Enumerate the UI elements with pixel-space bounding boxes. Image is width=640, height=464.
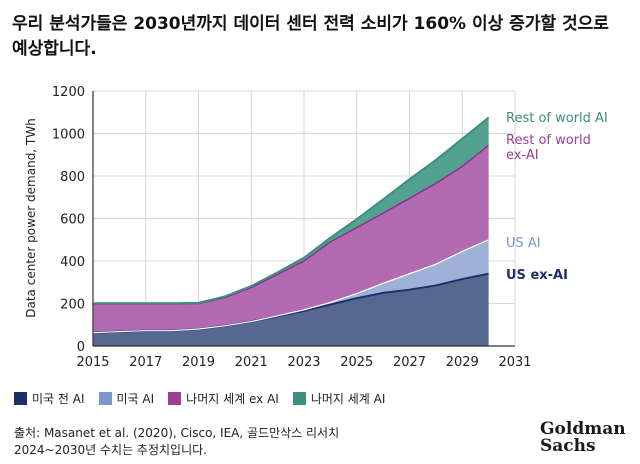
legend-label: 나머지 세계 ex AI xyxy=(186,392,279,406)
x-tick-label: 2021 xyxy=(235,355,268,370)
legend-label: 미국 전 AI xyxy=(32,392,85,406)
axes xyxy=(92,91,515,347)
goldman-sachs-logo: Goldman Sachs xyxy=(540,421,626,455)
legend: 미국 전 AI 미국 AI 나머지 세계 ex AI 나머지 세계 AI xyxy=(14,390,385,407)
logo-line-1: Goldman xyxy=(540,419,626,439)
estimate-note: 2024~2030년 수치는 추정치입니다. xyxy=(14,443,207,457)
y-tick-label: 400 xyxy=(60,255,85,270)
legend-item-us-ex-ai: 미국 전 AI xyxy=(14,390,85,407)
source-line: 출처: Masanet et al. (2020), Cisco, IEA, 골… xyxy=(14,426,340,440)
area-series xyxy=(92,116,490,346)
x-tick-label: 2015 xyxy=(76,355,109,370)
y-tick-label: 0 xyxy=(77,340,85,355)
annotation-us-ex-ai: US ex-AI xyxy=(506,268,568,283)
source-note: 출처: Masanet et al. (2020), Cisco, IEA, 골… xyxy=(14,425,339,459)
area-rest-of-world-ex-ai xyxy=(93,145,489,333)
series-annotations: Rest of world AI Rest of world ex-AI US AI U… xyxy=(506,111,608,283)
legend-swatch xyxy=(98,392,112,405)
area-us-ex-ai xyxy=(93,273,489,346)
legend-item-row-ex-ai: 나머지 세계 ex AI xyxy=(168,390,279,407)
y-tick-label: 1200 xyxy=(52,85,85,100)
y-tick-label: 800 xyxy=(60,170,85,185)
x-tick-label: 2027 xyxy=(393,355,426,370)
area-us-ai xyxy=(93,239,489,333)
area-rest-of-world-ai xyxy=(93,117,489,304)
tick-labels: 2015 2017 2019 2021 2023 2025 2027 2029 2031 0 200… xyxy=(52,85,532,370)
x-tick-label: 2025 xyxy=(340,355,373,370)
y-tick-label: 200 xyxy=(60,298,85,313)
legend-label: 미국 AI xyxy=(116,392,155,406)
logo-line-2: Sachs xyxy=(540,436,596,456)
x-tick-label: 2031 xyxy=(498,355,531,370)
x-tick-label: 2019 xyxy=(182,355,215,370)
legend-item-us-ai: 미국 AI xyxy=(98,390,155,407)
chart-title: 우리 분석가들은 2030년까지 데이터 센터 전력 소비가 160% 이상 증… xyxy=(12,14,609,59)
series-line xyxy=(92,239,489,334)
x-tick-label: 2029 xyxy=(446,355,479,370)
annotation-us-ai: US AI xyxy=(506,236,541,251)
legend-swatch xyxy=(168,392,182,405)
series-line xyxy=(93,116,490,305)
legend-swatch xyxy=(14,392,27,405)
legend-label: 나머지 세계 AI xyxy=(310,392,386,406)
annotation-rest-of-world-ai: Rest of world AI xyxy=(506,111,608,126)
legend-item-row-ai: 나머지 세계 AI xyxy=(292,390,386,407)
x-tick-label: 2023 xyxy=(287,355,320,370)
y-tick-label: 600 xyxy=(60,213,85,228)
annotation-rest-of-world-ex-ai: Rest of world ex-AI xyxy=(506,133,591,163)
stacked-area-chart: 2015 2017 2019 2021 2023 2025 2027 2029 2031 0 200… xyxy=(24,85,608,370)
x-tick-label: 2017 xyxy=(129,355,162,370)
y-axis-label: Data center power demand, TWh xyxy=(24,118,38,318)
legend-swatch xyxy=(292,392,306,405)
y-tick-label: 1000 xyxy=(52,128,85,143)
